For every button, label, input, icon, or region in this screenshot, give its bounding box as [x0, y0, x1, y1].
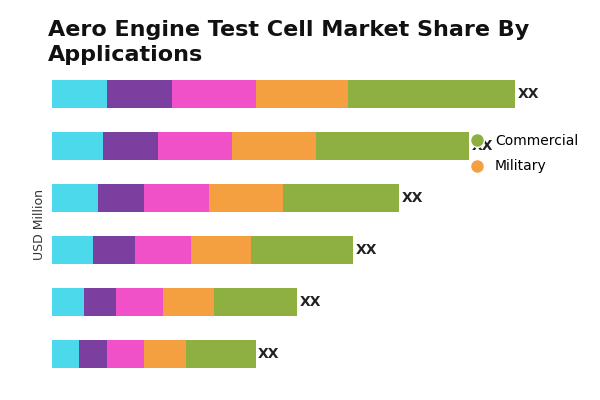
Bar: [232, 132, 316, 160]
Bar: [52, 80, 107, 108]
Text: XX: XX: [258, 347, 280, 361]
Bar: [52, 288, 84, 316]
Bar: [209, 184, 283, 212]
Bar: [163, 288, 214, 316]
Bar: [283, 184, 400, 212]
Bar: [107, 80, 172, 108]
Bar: [79, 340, 107, 368]
Bar: [107, 340, 145, 368]
Text: XX: XX: [355, 243, 377, 257]
Bar: [94, 236, 135, 264]
Bar: [52, 132, 103, 160]
Bar: [98, 184, 145, 212]
Bar: [103, 132, 158, 160]
Bar: [256, 80, 349, 108]
Bar: [52, 340, 79, 368]
Bar: [214, 288, 298, 316]
Bar: [52, 236, 94, 264]
Bar: [135, 236, 191, 264]
Bar: [191, 236, 251, 264]
Legend: Commercial, Military: Commercial, Military: [470, 134, 578, 174]
Bar: [145, 184, 209, 212]
Text: XX: XX: [518, 87, 539, 101]
Bar: [186, 340, 256, 368]
Bar: [116, 288, 163, 316]
Y-axis label: USD Million: USD Million: [33, 188, 46, 260]
Text: XX: XX: [472, 139, 493, 153]
Bar: [52, 184, 98, 212]
Bar: [158, 132, 232, 160]
Bar: [349, 80, 515, 108]
Bar: [251, 236, 353, 264]
Text: XX: XX: [300, 295, 321, 309]
Bar: [172, 80, 256, 108]
Text: XX: XX: [402, 191, 423, 205]
Bar: [84, 288, 116, 316]
Bar: [316, 132, 469, 160]
Bar: [145, 340, 186, 368]
Text: Aero Engine Test Cell Market Share By
Applications: Aero Engine Test Cell Market Share By Ap…: [48, 20, 529, 65]
